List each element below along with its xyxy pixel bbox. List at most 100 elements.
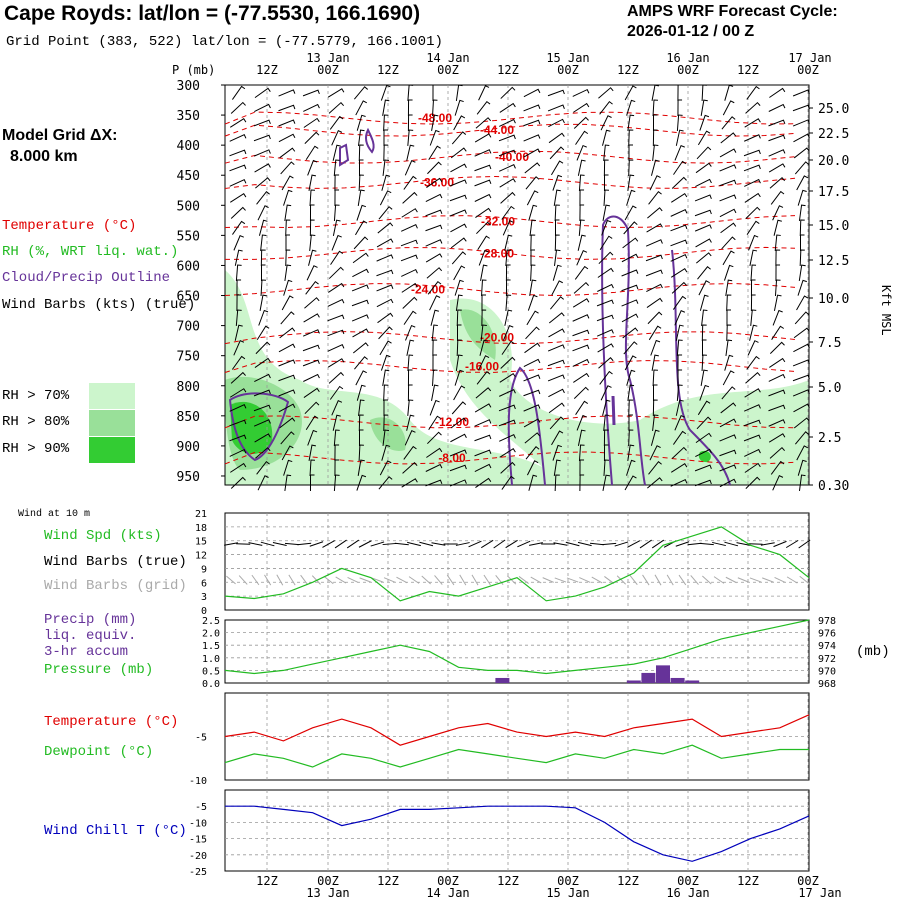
wind-barb (331, 130, 343, 146)
wind-barb (229, 404, 247, 412)
wind-barb (670, 268, 688, 278)
wind-barb (432, 339, 438, 357)
wind-barb (229, 149, 247, 157)
wind-barb (699, 384, 710, 401)
wind-barb-true (370, 541, 385, 547)
bottom-time-label: 00Z (437, 874, 459, 888)
kft-tick-label: 17.5 (818, 185, 849, 200)
wind-barb (501, 340, 515, 355)
wind-barb-grid (737, 577, 750, 583)
wind-barb (406, 339, 415, 356)
rh80-swatch (89, 410, 135, 436)
wind-barb (746, 85, 760, 100)
wind-barb (355, 220, 368, 236)
wind-barb (648, 325, 662, 341)
wind-barb (356, 384, 366, 401)
wind-barb (598, 251, 614, 265)
wind-barb (352, 268, 369, 278)
precip-bar (641, 672, 656, 683)
wind-barb (772, 309, 783, 326)
wind-barb (255, 341, 271, 355)
wind-barb-true (480, 539, 494, 549)
wind-barb (376, 269, 394, 277)
wind-barb (404, 160, 416, 176)
wind-barb (358, 144, 364, 162)
wind-barb (793, 147, 810, 159)
pressure-unit: (mb) (856, 644, 890, 660)
wind-barb (450, 223, 467, 233)
wind-barb (355, 370, 367, 386)
wind-barb-true (529, 542, 543, 546)
kft-tick-label: 22.5 (818, 127, 849, 142)
wind-barb (694, 209, 712, 217)
wind-barb (303, 117, 320, 128)
wind-barb (724, 84, 734, 101)
wind-barb (231, 355, 246, 370)
pressure-tick-label: 970 (818, 666, 836, 677)
wind-barb-true (468, 540, 482, 548)
wind-barb (330, 250, 344, 265)
wind-barb (603, 144, 610, 162)
wind-barb (305, 280, 319, 295)
wind-tick-label: 9 (201, 564, 207, 575)
wind-barb (425, 224, 443, 232)
wind-barb (526, 190, 539, 206)
wind-barb (235, 264, 242, 282)
wind-barb (331, 234, 342, 251)
wind-barb (670, 239, 688, 247)
wind-barb (407, 84, 414, 102)
wind-barb (453, 115, 466, 131)
wind-barb (524, 162, 541, 174)
wind-barb (674, 144, 685, 161)
wind-barb (651, 354, 659, 371)
wind-barb (309, 204, 315, 222)
wind-barb (456, 309, 462, 327)
cloud-outline-2 (507, 366, 546, 486)
wind-barb-true (493, 539, 506, 549)
wind-barb (407, 369, 413, 387)
pressure-axis-label: P (mb) (172, 63, 215, 77)
wind-barb (747, 340, 759, 356)
wind-barb (475, 387, 492, 399)
wind-barb (358, 444, 364, 462)
wind-barb (773, 294, 782, 311)
wind-barb (774, 279, 781, 297)
wind-barb (427, 431, 442, 445)
wind-barb (726, 294, 732, 312)
wind-barb (307, 159, 318, 176)
wind-barb (670, 224, 688, 232)
wind-barb (645, 269, 663, 277)
wind-barb (354, 356, 368, 370)
cloud-outline-7 (611, 395, 616, 426)
precip-legend-2: liq. equiv. (44, 628, 137, 644)
wind-barb-true (297, 542, 312, 546)
wind-barb (601, 219, 612, 236)
wind-barb (526, 310, 539, 326)
wind-barb-grid (762, 577, 774, 583)
pressure-tick-label: 972 (818, 654, 836, 665)
wind-barb (402, 296, 418, 309)
wind-barb (278, 374, 296, 382)
wind-barb (578, 219, 585, 237)
wind-barb (254, 87, 271, 99)
temperature-contour (224, 111, 796, 125)
wind-barb (672, 295, 687, 310)
wind-barb (376, 298, 394, 308)
wind-barb (794, 161, 810, 175)
bottom-time-label: 12Z (617, 874, 639, 888)
wind-barb (450, 433, 467, 443)
wind-barb (356, 204, 367, 221)
wind-barb (547, 89, 565, 97)
temperature-contour (224, 123, 796, 137)
wind-barb (303, 387, 320, 398)
temperature-contour-label: -12.00 (435, 415, 469, 429)
wind-barb (769, 87, 786, 98)
wind-barb (302, 329, 320, 337)
wind-barb (624, 475, 637, 491)
wind-barb (453, 385, 466, 401)
wind-barb (474, 164, 492, 172)
wind-barb (548, 402, 565, 414)
wind-barb-true (724, 541, 739, 547)
top-time-label: 00Z (797, 63, 819, 77)
